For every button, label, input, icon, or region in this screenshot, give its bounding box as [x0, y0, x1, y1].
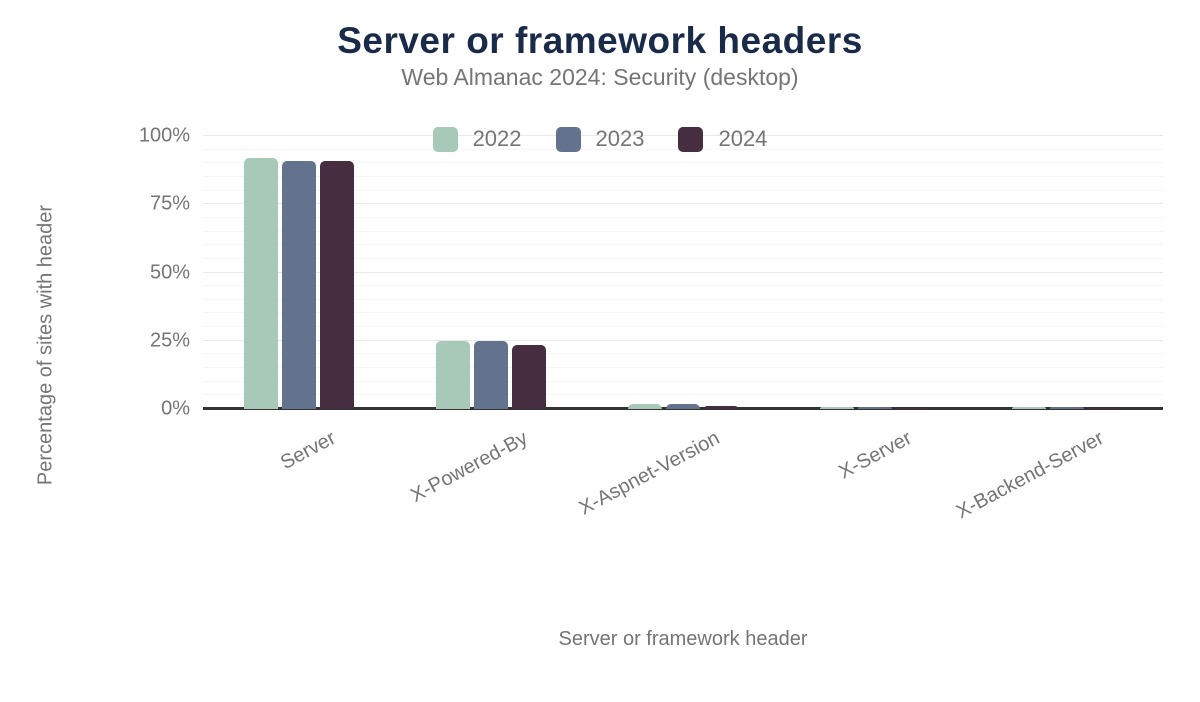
bar-2023-x-server[interactable]	[858, 406, 892, 409]
bar-2024-x-aspnet-version[interactable]	[704, 405, 738, 409]
bar-2022-x-aspnet-version[interactable]	[628, 403, 662, 409]
bar-2022-x-server[interactable]	[820, 406, 854, 409]
bar-group-x-backend-server	[971, 136, 1163, 409]
legend-swatch-icon	[555, 126, 581, 152]
bar-group-x-aspnet-version	[587, 136, 779, 409]
legend-swatch-icon	[432, 126, 458, 152]
legend-label: 2022	[472, 126, 522, 151]
minor-gridline	[203, 244, 1163, 246]
legend-item-2022[interactable]: 2022	[432, 126, 522, 152]
bar-2022-x-backend-server[interactable]	[1012, 406, 1046, 409]
chart-title: Server or framework headers	[337, 20, 863, 61]
bar-2024-x-powered-by[interactable]	[512, 344, 546, 409]
x-category-label: X-Server	[835, 427, 916, 484]
legend-swatch-icon	[678, 126, 704, 152]
minor-gridline	[203, 162, 1163, 164]
minor-gridline	[203, 257, 1163, 259]
minor-gridline	[203, 367, 1163, 369]
bar-2022-server[interactable]	[244, 157, 278, 409]
minor-gridline	[203, 175, 1163, 177]
x-category-label: Server	[276, 427, 340, 475]
major-gridline	[203, 339, 1163, 341]
bar-group-x-powered-by	[395, 136, 587, 409]
y-tick-label: 100%	[138, 124, 190, 147]
bar-2023-x-powered-by[interactable]	[474, 340, 508, 409]
y-tick-label: 75%	[149, 192, 190, 215]
x-category-label: X-Backend-Server	[952, 427, 1108, 524]
y-tick-label: 0%	[161, 397, 190, 420]
minor-gridline	[203, 285, 1163, 287]
major-gridline	[203, 203, 1163, 205]
bar-2024-x-backend-server[interactable]	[1088, 407, 1122, 409]
y-tick-label: 50%	[149, 261, 190, 283]
plot-area	[203, 135, 1163, 410]
minor-gridline	[203, 326, 1163, 328]
bar-2023-server[interactable]	[282, 160, 316, 409]
legend-item-2024[interactable]: 2024	[678, 126, 767, 152]
legend: 2022 2023 2024	[0, 125, 1200, 153]
bar-2023-x-backend-server[interactable]	[1050, 406, 1084, 409]
y-tick-label: 25%	[149, 329, 190, 352]
minor-gridline	[203, 394, 1163, 396]
minor-gridline	[203, 298, 1163, 300]
legend-item-2023[interactable]: 2023	[555, 126, 645, 152]
x-category-label: X-Aspnet-Version	[575, 427, 724, 520]
bar-2024-x-server[interactable]	[896, 407, 930, 409]
x-axis-title: Server or framework header	[558, 628, 808, 650]
minor-gridline	[203, 353, 1163, 355]
minor-gridline	[203, 380, 1163, 382]
bar-group-server	[203, 136, 395, 409]
bar-2024-server[interactable]	[320, 160, 354, 409]
major-gridline	[203, 271, 1163, 273]
x-category-label: X-Powered-By	[407, 427, 532, 507]
bar-2023-x-aspnet-version[interactable]	[666, 403, 700, 409]
minor-gridline	[203, 216, 1163, 218]
minor-gridline	[203, 230, 1163, 232]
legend-label: 2023	[595, 126, 645, 151]
minor-gridline	[203, 189, 1163, 191]
legend-label: 2024	[718, 126, 768, 151]
y-axis-title: Percentage of sites with header	[34, 204, 57, 486]
bar-group-x-server	[779, 136, 971, 409]
bar-2022-x-powered-by[interactable]	[436, 340, 470, 409]
minor-gridline	[203, 312, 1163, 314]
chart-subtitle: Web Almanac 2024: Security (desktop)	[401, 64, 799, 90]
